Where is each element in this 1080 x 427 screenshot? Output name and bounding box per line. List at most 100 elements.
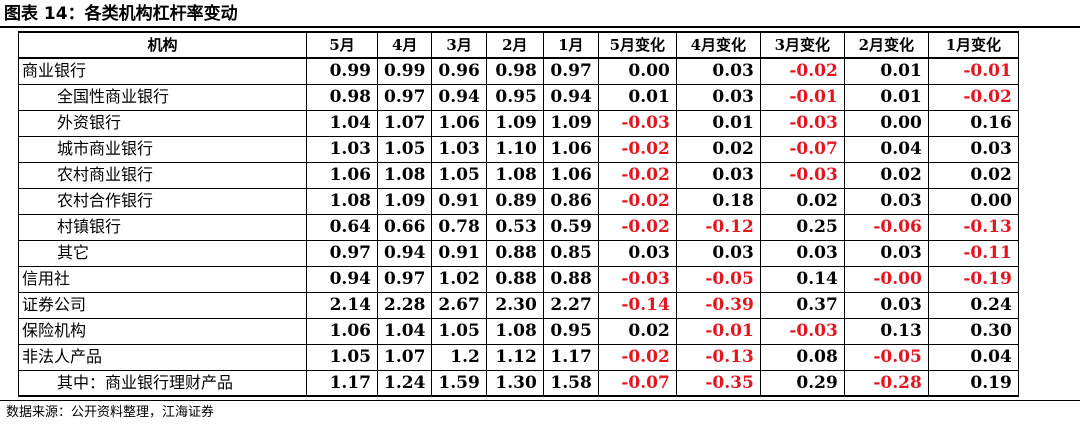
value-cell: 2.30	[485, 291, 544, 319]
value-cell: 0.91	[431, 239, 487, 267]
header-row: 机构 5月 4月 3月 2月 1月 5月变化 4月变化 3月变化 2月变化 1月…	[18, 31, 1019, 59]
value-cell: 0.02	[843, 161, 929, 189]
value-cell: -0.28	[843, 369, 929, 397]
value-cell: 0.85	[542, 239, 599, 267]
row-label: 商业银行	[18, 57, 307, 85]
row-label: 村镇银行	[18, 213, 307, 241]
value-cell: 0.37	[759, 291, 845, 319]
header-cell: 4月变化	[675, 31, 761, 59]
row-label: 其中：商业银行理财产品	[18, 369, 307, 397]
value-cell: -0.13	[675, 343, 761, 371]
table-row: 保险机构 1.06 1.04 1.05 1.08 0.95 0.02 -0.01 -0.03 0.…	[18, 317, 1019, 345]
value-cell: 2.28	[376, 291, 433, 319]
value-cell: -0.35	[675, 369, 761, 397]
value-cell: 0.04	[927, 343, 1019, 371]
value-cell: 0.94	[431, 83, 487, 111]
value-cell: 0.00	[927, 187, 1019, 215]
row-label: 保险机构	[18, 317, 307, 345]
value-cell: 0.02	[759, 187, 845, 215]
value-cell: 2.27	[542, 291, 599, 319]
value-cell: 0.03	[597, 239, 677, 267]
value-cell: 0.95	[485, 83, 544, 111]
value-cell: 0.96	[431, 57, 487, 85]
table-row: 外资银行 1.04 1.07 1.06 1.09 1.09 -0.03 0.01 -0.03 0.…	[18, 109, 1019, 137]
value-cell: -0.02	[597, 343, 677, 371]
value-cell: 1.06	[542, 161, 599, 189]
value-cell: 0.24	[927, 291, 1019, 319]
value-cell: 1.12	[485, 343, 544, 371]
value-cell: 0.94	[306, 265, 378, 293]
value-cell: 0.03	[843, 291, 929, 319]
value-cell: 1.04	[376, 317, 433, 345]
table-row: 城市商业银行 1.03 1.05 1.03 1.10 1.06 -0.02 0.02 -0.07…	[18, 135, 1019, 163]
header-cell: 2月	[485, 31, 544, 59]
value-cell: 0.08	[759, 343, 845, 371]
row-label: 非法人产品	[18, 343, 307, 371]
value-cell: 0.66	[376, 213, 433, 241]
value-cell: 0.03	[675, 161, 761, 189]
value-cell: 0.00	[597, 57, 677, 85]
value-cell: 0.13	[843, 317, 929, 345]
value-cell: 0.98	[306, 83, 378, 111]
value-cell: 0.97	[376, 83, 433, 111]
value-cell: -0.03	[759, 317, 845, 345]
value-cell: 1.07	[376, 109, 433, 137]
value-cell: -0.01	[759, 83, 845, 111]
value-cell: -0.14	[597, 291, 677, 319]
value-cell: 0.14	[759, 265, 845, 293]
value-cell: 0.03	[675, 57, 761, 85]
value-cell: -0.11	[927, 239, 1019, 267]
table-row: 其它 0.97 0.94 0.91 0.88 0.85 0.03 0.03 0.03 0.03 -0…	[18, 239, 1019, 267]
value-cell: -0.02	[759, 57, 845, 85]
value-cell: 1.58	[542, 369, 599, 397]
value-cell: 0.97	[542, 57, 599, 85]
value-cell: 0.97	[376, 265, 433, 293]
value-cell: 2.67	[431, 291, 487, 319]
header-cell: 5月	[306, 31, 378, 59]
value-cell: 0.03	[843, 187, 929, 215]
value-cell: 1.2	[431, 343, 487, 371]
value-cell: -0.02	[597, 135, 677, 163]
value-cell: 0.18	[675, 187, 761, 215]
value-cell: 1.17	[306, 369, 378, 397]
value-cell: -0.03	[597, 265, 677, 293]
value-cell: 1.02	[431, 265, 487, 293]
value-cell: 1.09	[542, 109, 599, 137]
value-cell: 0.94	[376, 239, 433, 267]
value-cell: 0.02	[597, 317, 677, 345]
header-cell: 机构	[18, 31, 307, 59]
value-cell: 1.24	[376, 369, 433, 397]
value-cell: 0.30	[927, 317, 1019, 345]
header-cell: 5月变化	[597, 31, 677, 59]
row-label: 外资银行	[18, 109, 307, 137]
value-cell: -0.39	[675, 291, 761, 319]
value-cell: 1.04	[306, 109, 378, 137]
value-cell: 1.30	[485, 369, 544, 397]
value-cell: 1.03	[431, 135, 487, 163]
value-cell: 1.06	[542, 135, 599, 163]
value-cell: 0.91	[431, 187, 487, 215]
source-note: 数据来源：公开资料整理，江海证券	[6, 405, 215, 420]
value-cell: -0.07	[597, 369, 677, 397]
value-cell: -0.02	[597, 161, 677, 189]
value-cell: 1.08	[306, 187, 378, 215]
top-rule	[0, 26, 1080, 28]
value-cell: 0.03	[675, 83, 761, 111]
value-cell: 0.03	[927, 135, 1019, 163]
value-cell: 0.02	[927, 161, 1019, 189]
value-cell: -0.00	[843, 265, 929, 293]
value-cell: 1.09	[376, 187, 433, 215]
table-row: 证券公司 2.14 2.28 2.67 2.30 2.27 -0.14 -0.39 0.37 0.…	[18, 291, 1019, 319]
value-cell: 1.05	[431, 317, 487, 345]
table-row: 全国性商业银行 0.98 0.97 0.94 0.95 0.94 0.01 0.03 -0.01…	[18, 83, 1019, 111]
value-cell: 1.05	[306, 343, 378, 371]
header-cell: 1月变化	[927, 31, 1019, 59]
table-row: 非法人产品 1.05 1.07 1.2 1.12 1.17 -0.02 -0.13 0.08 -0…	[18, 343, 1019, 371]
value-cell: -0.07	[759, 135, 845, 163]
table-row: 其中：商业银行理财产品 1.17 1.24 1.59 1.30 1.58 -0.07 -0.3…	[18, 369, 1019, 397]
value-cell: 1.08	[376, 161, 433, 189]
value-cell: 1.05	[431, 161, 487, 189]
value-cell: 0.00	[843, 109, 929, 137]
value-cell: 1.06	[306, 317, 378, 345]
value-cell: 0.78	[431, 213, 487, 241]
